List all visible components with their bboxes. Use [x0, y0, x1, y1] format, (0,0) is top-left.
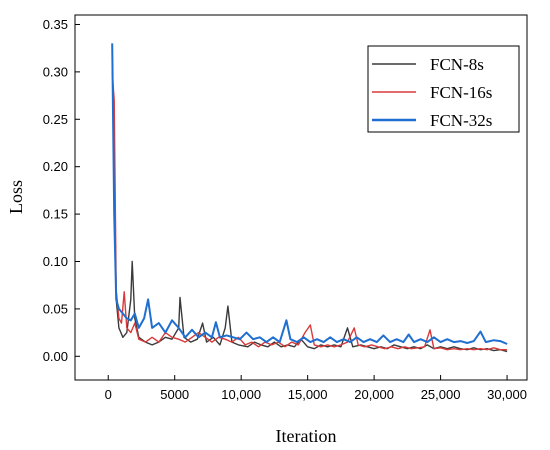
- x-tick-label: 5000: [160, 387, 189, 402]
- series-line-fcn-16s: [111, 71, 508, 351]
- x-tick-label: 30,000: [487, 387, 527, 402]
- y-tick-label: 0.20: [43, 159, 68, 174]
- series-lines: [111, 43, 508, 353]
- y-tick-label: 0.10: [43, 254, 68, 269]
- legend-box: [367, 45, 520, 133]
- y-axis-title: Loss: [6, 180, 26, 214]
- y-axis-ticks: 0.00 0.05 0.10 0.15 0.20 0.25 0.30 0.35: [43, 17, 80, 364]
- legend-label: FCN-16s: [430, 83, 492, 102]
- y-tick-label: 0.25: [43, 112, 68, 127]
- x-tick-label: 25,000: [421, 387, 461, 402]
- y-tick-label: 0.35: [43, 17, 68, 32]
- legend-label: FCN-32s: [430, 111, 492, 130]
- x-tick-label: 0: [105, 387, 112, 402]
- x-tick-label: 20,000: [354, 387, 394, 402]
- x-axis-title: Iteration: [276, 426, 337, 446]
- y-tick-label: 0.00: [43, 349, 68, 364]
- x-axis-ticks: 0 5000 10,000 15,000 20,000 25,000 30,000: [105, 375, 527, 402]
- x-tick-label: 15,000: [288, 387, 328, 402]
- x-tick-label: 10,000: [221, 387, 261, 402]
- legend: FCN-8s FCN-16s FCN-32s: [367, 45, 520, 133]
- y-tick-label: 0.05: [43, 301, 68, 316]
- y-tick-label: 0.30: [43, 64, 68, 79]
- y-tick-label: 0.15: [43, 207, 68, 222]
- legend-label: FCN-8s: [430, 55, 484, 74]
- plot-frame: [74, 14, 528, 381]
- series-line-fcn-32s: [111, 43, 508, 345]
